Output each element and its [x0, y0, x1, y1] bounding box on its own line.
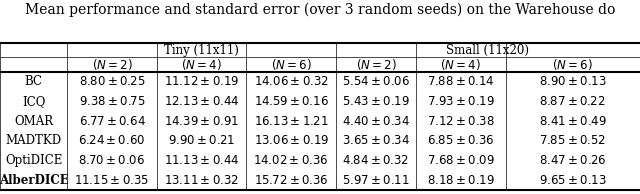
Text: $(N = 2)$: $(N = 2)$ — [356, 57, 396, 72]
Text: $7.93 \pm 0.19$: $7.93 \pm 0.19$ — [427, 95, 495, 108]
Text: ICQ: ICQ — [22, 95, 45, 108]
Text: $5.43 \pm 0.19$: $5.43 \pm 0.19$ — [342, 95, 410, 108]
Text: AlberDICE: AlberDICE — [0, 174, 68, 187]
Text: $8.18 \pm 0.19$: $8.18 \pm 0.19$ — [427, 174, 495, 187]
Text: $(N = 2)$: $(N = 2)$ — [92, 57, 132, 72]
Text: OptiDICE: OptiDICE — [5, 154, 62, 167]
Text: $9.38 \pm 0.75$: $9.38 \pm 0.75$ — [79, 95, 145, 108]
Text: $8.41 \pm 0.49$: $8.41 \pm 0.49$ — [539, 115, 607, 128]
Text: $4.40 \pm 0.34$: $4.40 \pm 0.34$ — [342, 115, 410, 128]
Text: $7.85 \pm 0.52$: $7.85 \pm 0.52$ — [539, 134, 607, 147]
Text: $8.80 \pm 0.25$: $8.80 \pm 0.25$ — [79, 75, 145, 88]
Text: OMAR: OMAR — [14, 115, 53, 128]
Text: $14.59 \pm 0.16$: $14.59 \pm 0.16$ — [254, 95, 328, 108]
Text: $11.13 \pm 0.44$: $11.13 \pm 0.44$ — [164, 154, 239, 167]
Text: $11.12 \pm 0.19$: $11.12 \pm 0.19$ — [164, 75, 239, 88]
Text: $6.24 \pm 0.60$: $6.24 \pm 0.60$ — [78, 134, 146, 147]
Text: $4.84 \pm 0.32$: $4.84 \pm 0.32$ — [342, 154, 410, 167]
Text: Mean performance and standard error (over 3 random seeds) on the Warehouse do: Mean performance and standard error (ove… — [25, 3, 615, 17]
Text: $8.47 \pm 0.26$: $8.47 \pm 0.26$ — [539, 154, 607, 167]
Text: $9.65 \pm 0.13$: $9.65 \pm 0.13$ — [539, 174, 607, 187]
Text: Tiny (11x11): Tiny (11x11) — [164, 43, 239, 57]
Text: BC: BC — [24, 75, 43, 88]
Text: $(N = 6)$: $(N = 6)$ — [271, 57, 312, 72]
Text: $(N = 6)$: $(N = 6)$ — [552, 57, 593, 72]
Text: $13.06 \pm 0.19$: $13.06 \pm 0.19$ — [253, 134, 329, 147]
Text: Small (11x20): Small (11x20) — [447, 43, 529, 57]
Text: $15.72 \pm 0.36$: $15.72 \pm 0.36$ — [254, 174, 328, 187]
Text: $7.12 \pm 0.38$: $7.12 \pm 0.38$ — [427, 115, 495, 128]
Text: $(N = 4)$: $(N = 4)$ — [440, 57, 481, 72]
Text: $8.90 \pm 0.13$: $8.90 \pm 0.13$ — [539, 75, 607, 88]
Text: $14.02 \pm 0.36$: $14.02 \pm 0.36$ — [253, 154, 329, 167]
Text: $5.54 \pm 0.06$: $5.54 \pm 0.06$ — [342, 75, 410, 88]
Text: $3.65 \pm 0.34$: $3.65 \pm 0.34$ — [342, 134, 410, 147]
Text: $8.87 \pm 0.22$: $8.87 \pm 0.22$ — [540, 95, 606, 108]
Text: $7.68 \pm 0.09$: $7.68 \pm 0.09$ — [427, 154, 495, 167]
Text: $12.13 \pm 0.44$: $12.13 \pm 0.44$ — [164, 95, 239, 108]
Text: $6.85 \pm 0.36$: $6.85 \pm 0.36$ — [427, 134, 495, 147]
Text: $14.39 \pm 0.91$: $14.39 \pm 0.91$ — [164, 115, 239, 128]
Text: $6.77 \pm 0.64$: $6.77 \pm 0.64$ — [79, 115, 145, 128]
Text: $14.06 \pm 0.32$: $14.06 \pm 0.32$ — [253, 75, 329, 88]
Text: $(N = 4)$: $(N = 4)$ — [181, 57, 222, 72]
Text: MADTKD: MADTKD — [6, 134, 61, 147]
Text: $8.70 \pm 0.06$: $8.70 \pm 0.06$ — [79, 154, 145, 167]
Text: $9.90 \pm 0.21$: $9.90 \pm 0.21$ — [168, 134, 235, 147]
Text: $7.88 \pm 0.14$: $7.88 \pm 0.14$ — [427, 75, 495, 88]
Text: $11.15 \pm 0.35$: $11.15 \pm 0.35$ — [74, 174, 150, 187]
Text: $5.97 \pm 0.11$: $5.97 \pm 0.11$ — [342, 174, 410, 187]
Text: $13.11 \pm 0.32$: $13.11 \pm 0.32$ — [164, 174, 239, 187]
Text: $16.13 \pm 1.21$: $16.13 \pm 1.21$ — [254, 115, 328, 128]
